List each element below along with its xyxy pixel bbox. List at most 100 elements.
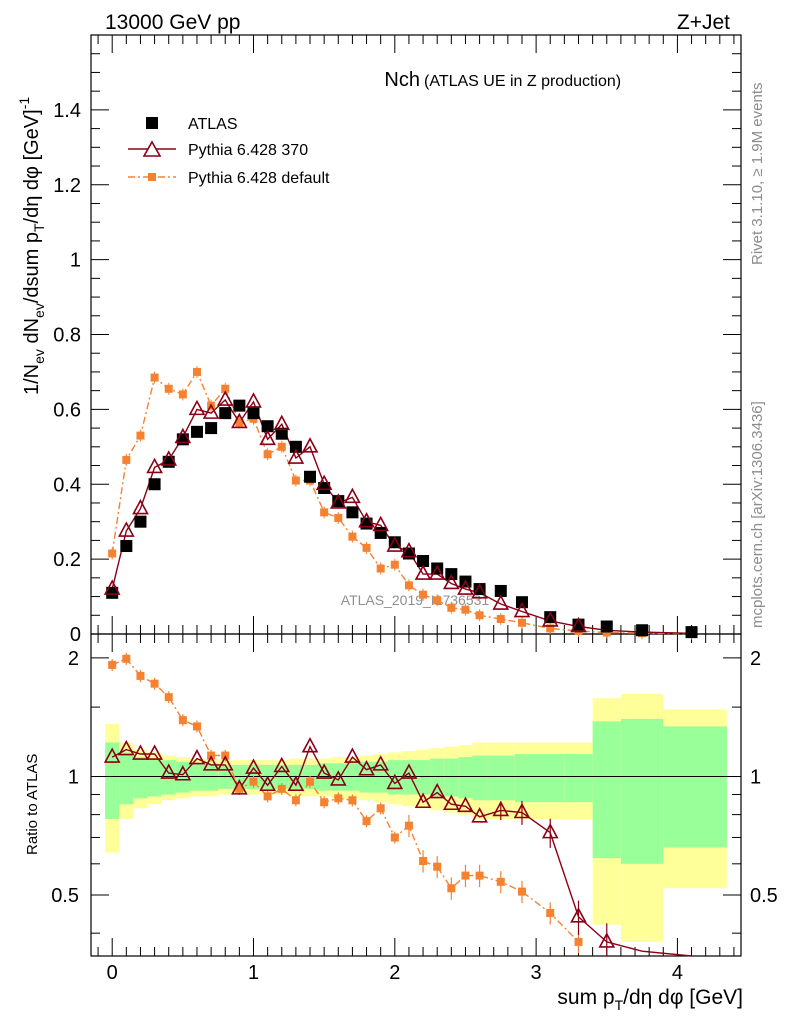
atlas-point <box>332 495 345 508</box>
ratio-y-tick-label-right: 0.5 <box>750 885 778 907</box>
pythia-default-point <box>192 367 201 376</box>
pythia-default-point <box>376 564 385 573</box>
band-inner <box>514 754 530 803</box>
pythia370-point <box>570 616 587 633</box>
ratio-pythia-default-point <box>291 796 300 805</box>
rivet-label: Rivet 3.1.10, ≥ 1.9M events <box>749 83 766 266</box>
atlas-point <box>289 440 302 453</box>
pythia370-point <box>541 611 559 627</box>
atlas-point <box>304 470 317 483</box>
pythia-default-point <box>390 560 399 569</box>
pythia370-point <box>146 457 163 474</box>
ratio-pythia370-line <box>111 744 692 957</box>
ratio-pythia-default-point <box>433 862 442 871</box>
ratio-pythia370-point <box>400 763 418 779</box>
ratio-pythia370-point <box>202 755 220 771</box>
atlas-point <box>134 515 147 528</box>
ratio-pythia370-point <box>344 747 361 763</box>
ratio-y-tick-label-right: 1 <box>750 766 761 788</box>
band-inner <box>387 760 402 795</box>
atlas-point <box>572 618 585 631</box>
ratio-y-axis-label: Ratio to ATLAS <box>24 754 41 855</box>
x-axis-label: sum pT/dη dφ [GeV] <box>557 986 743 1013</box>
legend-marker-pythia-default <box>148 173 156 181</box>
band-inner <box>133 757 148 799</box>
legend-marker-pythia370 <box>142 140 162 157</box>
pythia370-point <box>358 512 375 528</box>
atlas-point <box>346 506 359 519</box>
pythia370-point <box>386 536 404 552</box>
ratio-pythia-default-point <box>306 777 315 786</box>
ratio-pythia370-point <box>146 744 163 760</box>
pythia370-point <box>259 429 276 446</box>
pythia370-point <box>188 399 206 416</box>
pythia-default-point <box>235 418 244 427</box>
main-y-tick-label: 0.6 <box>53 399 81 421</box>
pythia370-point <box>160 450 178 466</box>
pythia-default-point <box>277 442 286 451</box>
band-inner <box>486 755 515 801</box>
ratio-pythia-default-point <box>164 693 173 702</box>
uncertainty-bands <box>105 693 727 942</box>
atlas-point <box>318 481 331 494</box>
main-y-tick-label: 1.4 <box>53 100 81 122</box>
legend-label-pythia370: Pythia 6.428 370 <box>188 142 308 159</box>
band-inner <box>119 752 134 805</box>
ratio-pythia-default-point <box>475 871 484 880</box>
pythia370-point <box>329 493 347 509</box>
pythia370-point <box>414 564 432 580</box>
pythia-default-point <box>320 508 329 517</box>
pythia370-point <box>442 573 460 590</box>
ratio-pythia370-point <box>414 792 432 809</box>
band-inner <box>529 754 565 803</box>
atlas-point <box>219 407 232 420</box>
main-y-tick-label: 1 <box>70 250 81 272</box>
main-y-tick-label: 0.4 <box>53 474 81 496</box>
ratio-y-tick-label: 2 <box>68 648 79 670</box>
ratio-pythia-default-point <box>546 909 555 918</box>
main-y-tick-label: 0.8 <box>53 325 81 347</box>
atlas-point <box>600 620 613 633</box>
pythia370-point <box>301 437 319 453</box>
pythia370-point <box>344 487 361 504</box>
atlas-point <box>205 422 218 435</box>
pythia370-line <box>111 398 692 634</box>
ratio-pythia-default-point <box>376 804 385 813</box>
pythia370-point <box>428 564 446 580</box>
mcplots-label: mcplots.cern.ch [arXiv:1306.3436] <box>749 401 766 628</box>
ratio-pythia370-point <box>428 782 446 799</box>
atlas-point <box>106 586 119 599</box>
ratio-series <box>103 652 692 957</box>
ratio-pythia370-point <box>372 755 390 771</box>
band-inner <box>472 755 487 801</box>
ratio-y-tick-label-right: 2 <box>750 648 761 670</box>
atlas-point <box>190 425 203 438</box>
pythia370-point <box>231 412 248 429</box>
ratio-pythia370-point <box>442 794 460 811</box>
ratio-pythia-default-point <box>447 884 456 893</box>
ratio-pythia-default-point <box>122 654 131 663</box>
band-inner <box>620 718 664 864</box>
pythia-default-point <box>108 549 117 558</box>
ratio-pythia370-point <box>160 763 178 779</box>
ratio-pythia370-point <box>513 802 531 819</box>
ratio-pythia-default-point <box>419 856 428 865</box>
x-tick-label: 1 <box>248 962 259 984</box>
band-inner <box>189 763 205 791</box>
ratio-pythia370-point <box>386 773 404 790</box>
pythia-default-point <box>433 596 442 605</box>
main-y-tick-label: 0 <box>70 624 81 646</box>
ratio-pythia370-point <box>492 800 510 817</box>
pythia370-point <box>273 414 291 431</box>
main-y-tick-label: 1.2 <box>53 175 81 197</box>
pythia370-point <box>103 579 121 595</box>
pythia370-point <box>174 427 192 444</box>
ratio-pythia-default-point <box>362 817 371 826</box>
pythia370-point <box>245 392 262 408</box>
ratio-pythia370-point <box>216 755 234 771</box>
atlas-point <box>685 626 698 639</box>
pythia-default-point <box>404 581 413 590</box>
pythia-default-point <box>136 431 145 440</box>
ratio-pythia-default-point <box>334 794 343 803</box>
